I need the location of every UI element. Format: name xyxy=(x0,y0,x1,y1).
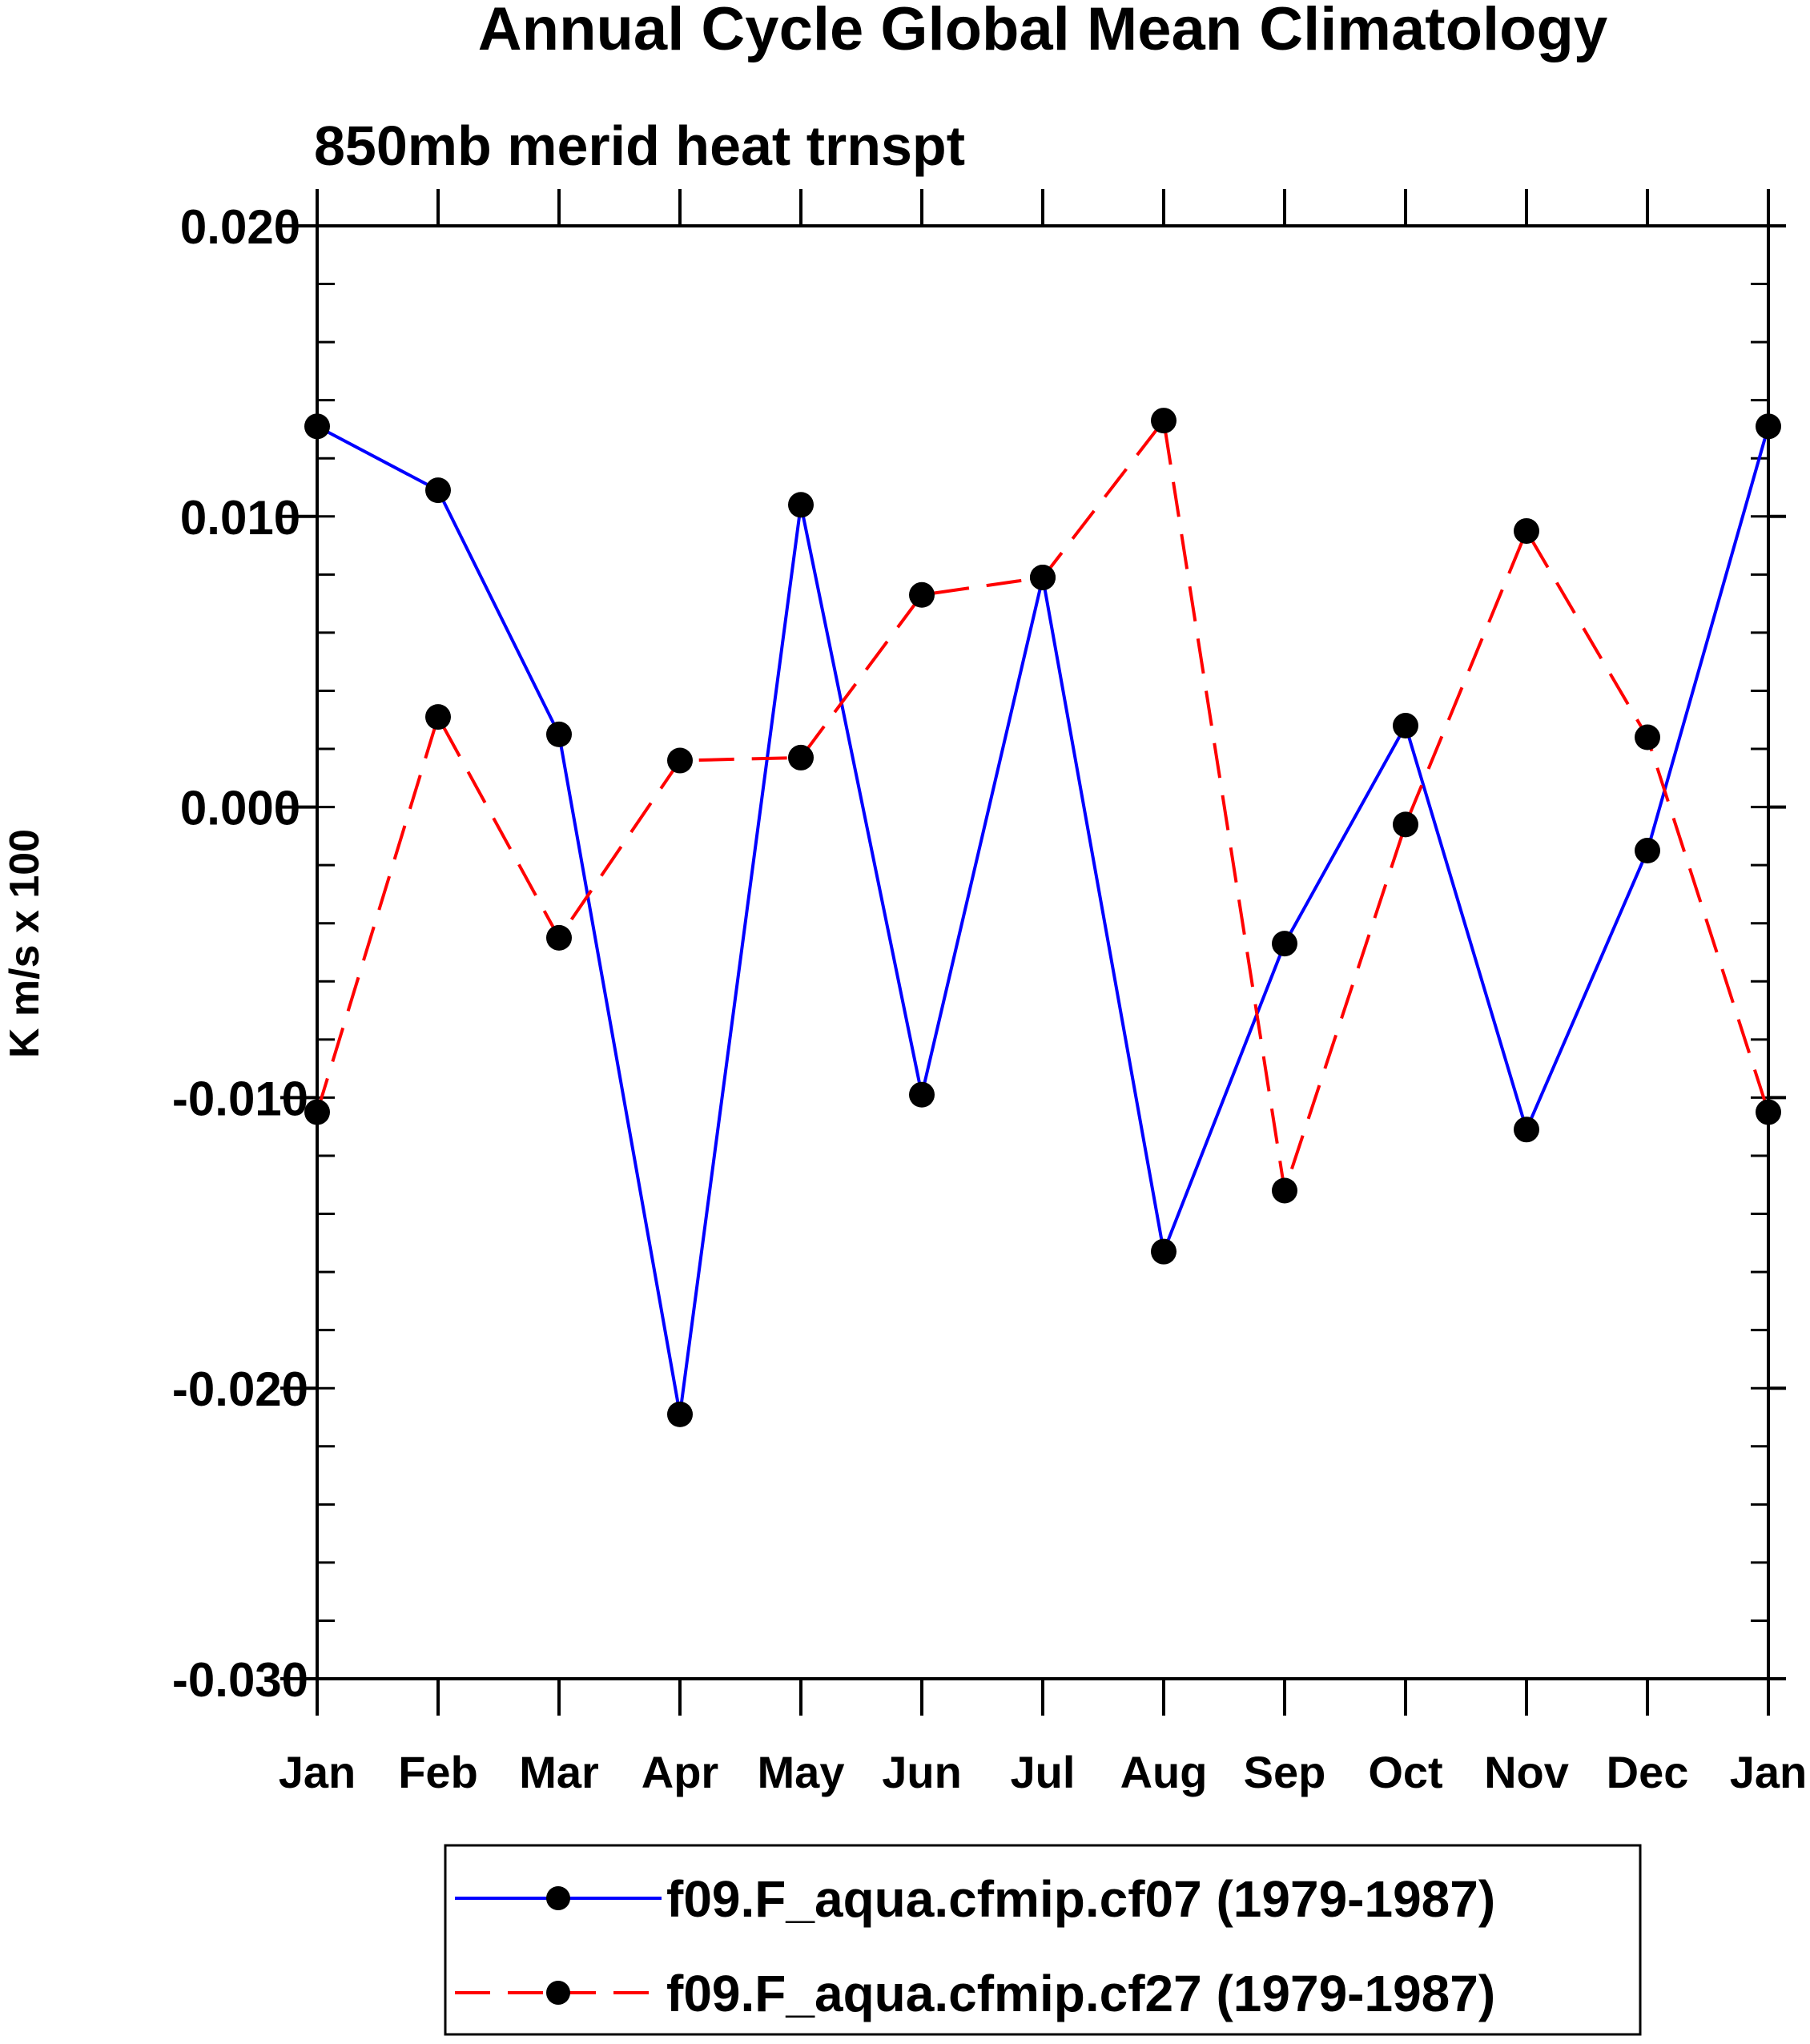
x-tick-label: Nov xyxy=(1484,1747,1569,1797)
data-point xyxy=(1514,517,1539,544)
series-group xyxy=(304,408,1781,1427)
x-tick-label: Jul xyxy=(1011,1747,1076,1797)
legend-label-2: f09.F_aqua.cfmip.cf27 (1979-1987) xyxy=(666,1965,1495,2022)
x-tick-label: Jun xyxy=(882,1747,962,1797)
y-tick-label: 0.010 xyxy=(180,491,300,545)
y-tick-label: -0.030 xyxy=(172,1653,308,1707)
x-tick-label: Apr xyxy=(642,1747,718,1797)
data-point xyxy=(909,1081,935,1108)
y-tick-label: -0.020 xyxy=(172,1362,308,1416)
y-axis-label: K m/s x 100 xyxy=(2,829,48,1058)
legend: f09.F_aqua.cfmip.cf07 (1979-1987) f09.F_a… xyxy=(444,1844,1642,2036)
data-point xyxy=(546,721,572,747)
data-point xyxy=(546,924,572,951)
data-point xyxy=(1514,1117,1539,1143)
x-tick-label: Oct xyxy=(1368,1747,1442,1797)
data-point xyxy=(304,413,330,440)
x-tick-label: May xyxy=(758,1747,845,1797)
legend-marker xyxy=(546,1886,570,1910)
chart-title: Annual Cycle Global Mean Climatology xyxy=(478,0,1607,63)
x-tick-label: Aug xyxy=(1120,1747,1208,1797)
legend-label-1: f09.F_aqua.cfmip.cf07 (1979-1987) xyxy=(666,1870,1495,1928)
data-point xyxy=(425,477,451,504)
data-point xyxy=(1151,408,1176,434)
y-tick-label: 0.000 xyxy=(180,782,300,835)
plot-frame xyxy=(316,224,1770,1680)
y-tick-label: 0.020 xyxy=(180,200,300,254)
data-point xyxy=(788,492,814,518)
y-tick-label: -0.010 xyxy=(172,1072,308,1125)
data-point xyxy=(1272,1177,1297,1204)
data-point xyxy=(1635,724,1660,750)
x-tick-label: Sep xyxy=(1244,1747,1326,1797)
data-point xyxy=(425,704,451,730)
chart-subtitle: 850mb merid heat trnspt xyxy=(314,115,965,177)
legend-box xyxy=(444,1844,1642,2036)
data-point xyxy=(1151,1238,1176,1265)
data-point xyxy=(1393,713,1418,739)
data-point xyxy=(788,744,814,771)
x-tick-label: Feb xyxy=(398,1747,478,1797)
data-point xyxy=(1030,564,1056,590)
data-point xyxy=(1756,413,1781,440)
data-point xyxy=(304,1099,330,1125)
data-point xyxy=(909,581,935,608)
x-tick-label: Jan xyxy=(1730,1747,1808,1797)
data-point xyxy=(1635,838,1660,864)
axes: -0.030 -0.020 -0.010 0.000 0.010 0.020 Jan Feb M… xyxy=(172,189,1807,1797)
data-point xyxy=(1272,931,1297,957)
x-tick-label: Dec xyxy=(1607,1747,1689,1797)
x-tick-label: Mar xyxy=(519,1747,599,1797)
data-point xyxy=(1756,1099,1781,1125)
x-tick-label: Jan xyxy=(279,1747,356,1797)
data-point xyxy=(1393,811,1418,838)
data-point xyxy=(667,747,693,774)
legend-marker xyxy=(546,1981,570,2005)
data-point xyxy=(667,1401,693,1427)
